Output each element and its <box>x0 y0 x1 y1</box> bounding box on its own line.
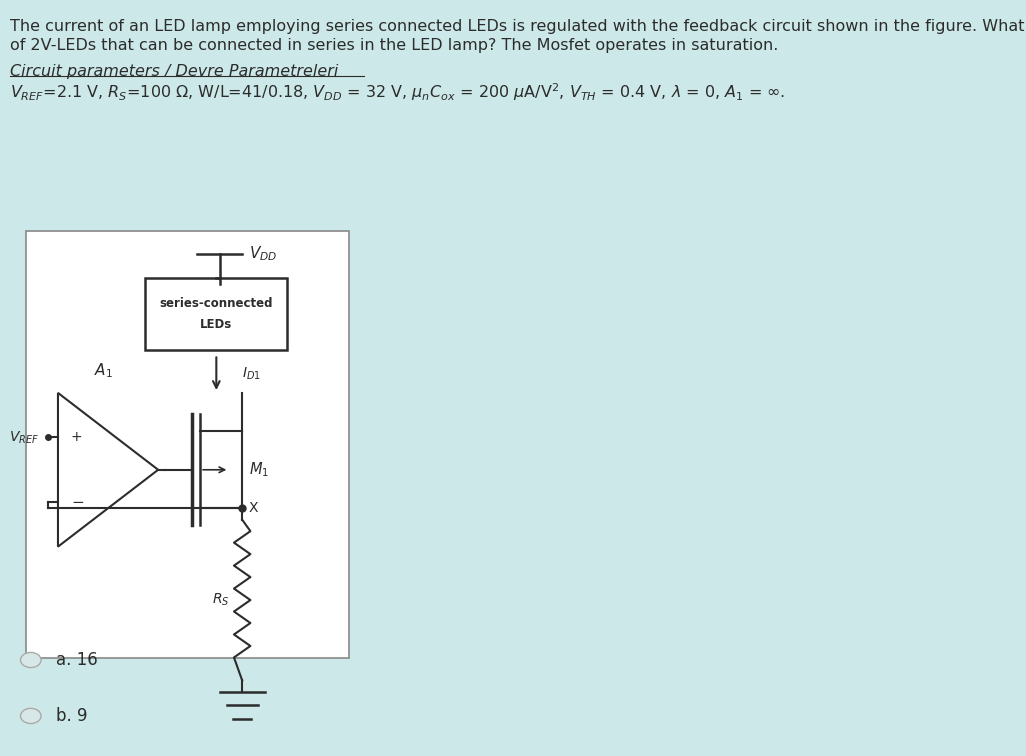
Text: X: X <box>248 501 259 516</box>
Text: $I_{D1}$: $I_{D1}$ <box>242 365 261 382</box>
Text: $V_{REF}$: $V_{REF}$ <box>9 429 40 446</box>
Text: of 2V-LEDs that can be connected in series in the LED lamp? The Mosfet operates : of 2V-LEDs that can be connected in seri… <box>10 38 779 53</box>
Bar <box>146 277 287 350</box>
Circle shape <box>21 708 41 723</box>
Text: $R_S$: $R_S$ <box>212 592 230 609</box>
Circle shape <box>21 652 41 668</box>
Polygon shape <box>57 393 158 547</box>
Text: series-connected: series-connected <box>160 296 273 310</box>
Text: The current of an LED lamp employing series connected LEDs is regulated with the: The current of an LED lamp employing ser… <box>10 19 1026 34</box>
Text: $M_1$: $M_1$ <box>248 460 269 479</box>
Text: −: − <box>71 494 84 510</box>
Text: Circuit parameters / Devre Parametreleri: Circuit parameters / Devre Parametreleri <box>10 64 339 79</box>
Text: b. 9: b. 9 <box>56 707 88 725</box>
Text: LEDs: LEDs <box>200 318 233 331</box>
Text: $A_1$: $A_1$ <box>93 361 113 380</box>
Text: $V_{REF}$=2.1 V, $R_S$=100 $\Omega$, W/L=41/0.18, $V_{DD}$ = 32 V, $\mu_n C_{ox}: $V_{REF}$=2.1 V, $R_S$=100 $\Omega$, W/L… <box>10 81 786 103</box>
Bar <box>26 231 349 658</box>
Text: +: + <box>71 430 82 445</box>
Text: $V_{DD}$: $V_{DD}$ <box>248 245 277 263</box>
Text: a. 16: a. 16 <box>56 651 98 669</box>
